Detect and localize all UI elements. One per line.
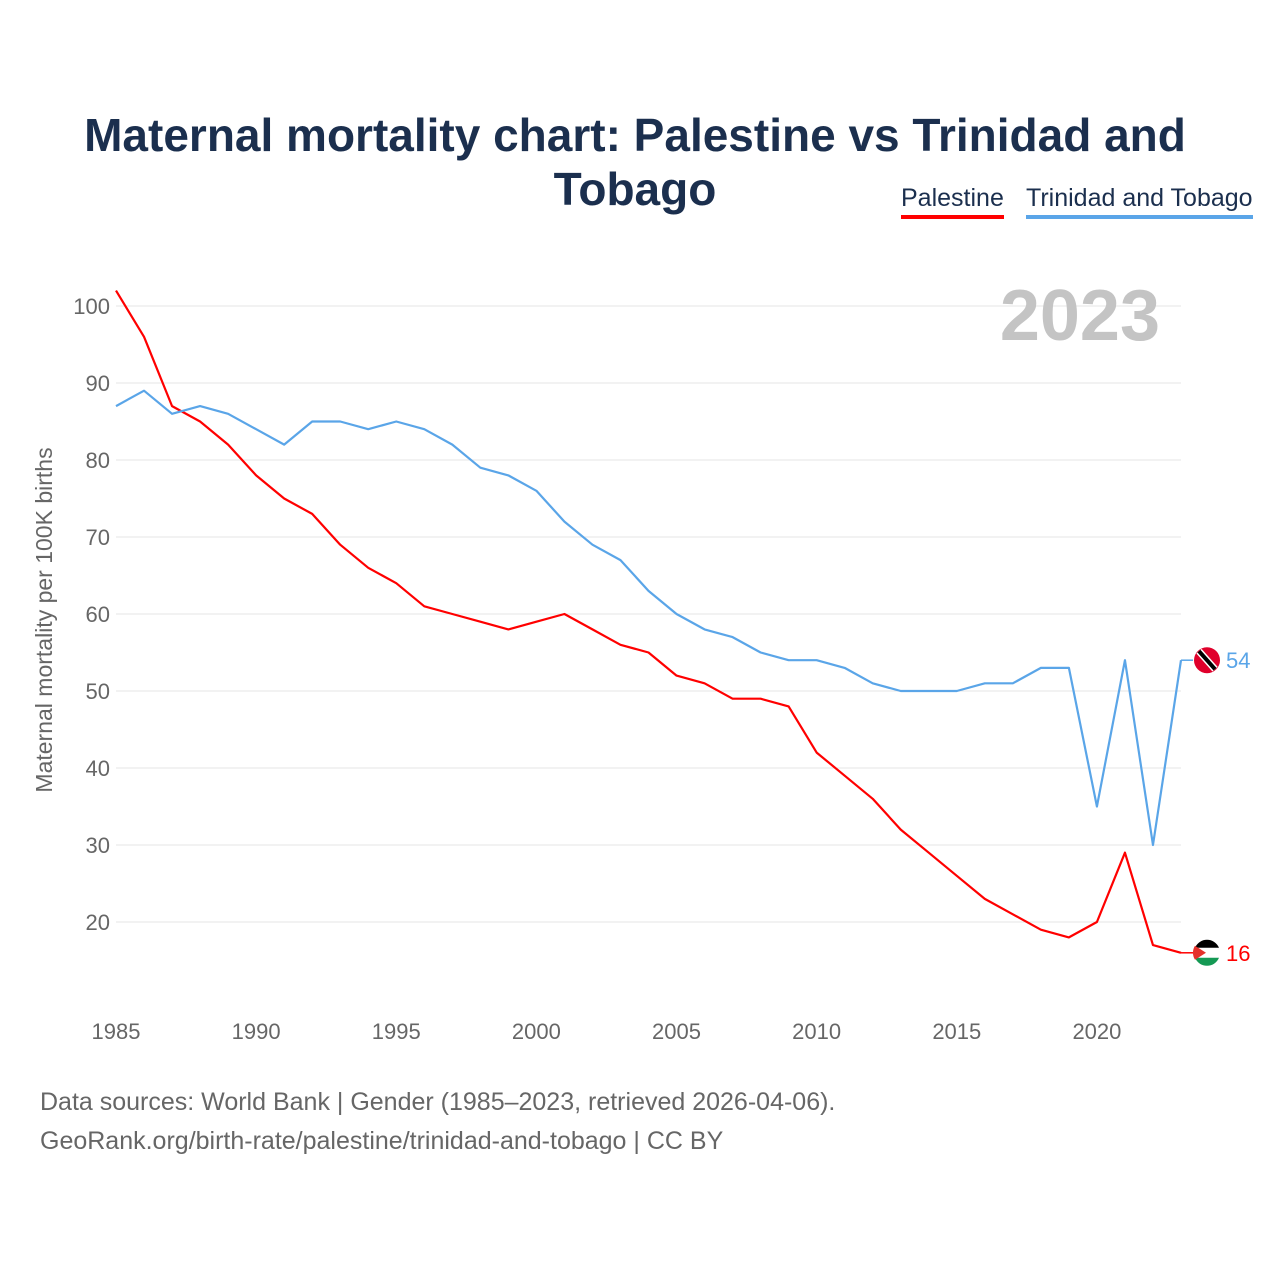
x-tick-label: 1985 xyxy=(92,1019,141,1044)
flag-stripe xyxy=(1197,649,1217,671)
series-line-trinidad-and-tobago xyxy=(115,389,1183,847)
series-line-palestine xyxy=(115,290,1182,954)
y-axis-label: Maternal mortality per 100K births xyxy=(31,447,57,792)
y-tick-label: 80 xyxy=(86,448,110,473)
y-tick-label: 30 xyxy=(86,833,110,858)
y-tick-label: 70 xyxy=(86,525,110,550)
x-tick-label: 1990 xyxy=(232,1019,281,1044)
source-text: Data sources: World Bank | Gender (1985–… xyxy=(40,1088,836,1116)
y-tick-label: 100 xyxy=(73,294,110,319)
flag-triangle xyxy=(1192,945,1206,960)
source-url: GeoRank.org/birth-rate/palestine/trinida… xyxy=(40,1127,724,1155)
y-tick-label: 60 xyxy=(86,602,110,627)
y-tick-label: 20 xyxy=(86,910,110,935)
y-tick-label: 50 xyxy=(86,679,110,704)
x-tick-label: 1995 xyxy=(372,1019,421,1044)
x-tick-label: 2015 xyxy=(932,1019,981,1044)
x-tick-label: 2020 xyxy=(1072,1019,1121,1044)
x-tick-label: 2010 xyxy=(792,1019,841,1044)
legend-trinidad-and-tobago[interactable]: Trinidad and Tobago xyxy=(1026,184,1253,219)
legend-palestine[interactable]: Palestine xyxy=(901,184,1004,219)
end-value-label: 54 xyxy=(1226,648,1250,673)
x-tick-label: 2005 xyxy=(652,1019,701,1044)
year-watermark: 2023 xyxy=(1000,276,1160,356)
end-value-label: 16 xyxy=(1226,941,1250,966)
flag-band xyxy=(1195,939,1219,948)
y-tick-label: 90 xyxy=(86,371,110,396)
flag-band xyxy=(1195,957,1219,966)
x-tick-label: 2000 xyxy=(512,1019,561,1044)
chart-title: Maternal mortality chart: Palestine vs T… xyxy=(84,109,1186,215)
y-tick-label: 40 xyxy=(86,756,110,781)
